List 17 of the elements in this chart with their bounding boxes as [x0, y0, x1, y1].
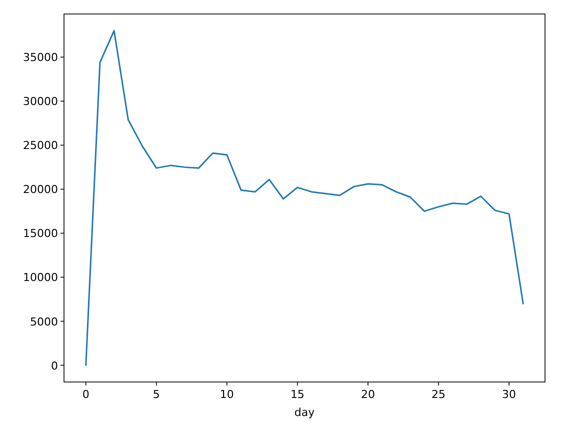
y-tick-label: 10000 [23, 271, 58, 284]
y-tick-label: 30000 [23, 95, 58, 108]
y-tick-label: 35000 [23, 51, 58, 64]
x-tick-label: 5 [152, 388, 160, 401]
x-tick-label: 10 [220, 388, 234, 401]
x-tick-label: 0 [82, 388, 90, 401]
x-tick-label: 15 [290, 388, 304, 401]
x-axis-title: day [294, 406, 316, 419]
y-tick-label: 5000 [30, 315, 58, 328]
x-tick-label: 30 [502, 388, 516, 401]
y-tick-label: 0 [51, 359, 58, 372]
x-tick-label: 20 [360, 388, 375, 401]
x-tick-label: 25 [432, 388, 446, 401]
line-series [85, 30, 524, 366]
y-tick-label: 20000 [23, 183, 58, 196]
y-tick-label: 25000 [23, 139, 58, 152]
y-tick-label: 15000 [23, 227, 58, 240]
